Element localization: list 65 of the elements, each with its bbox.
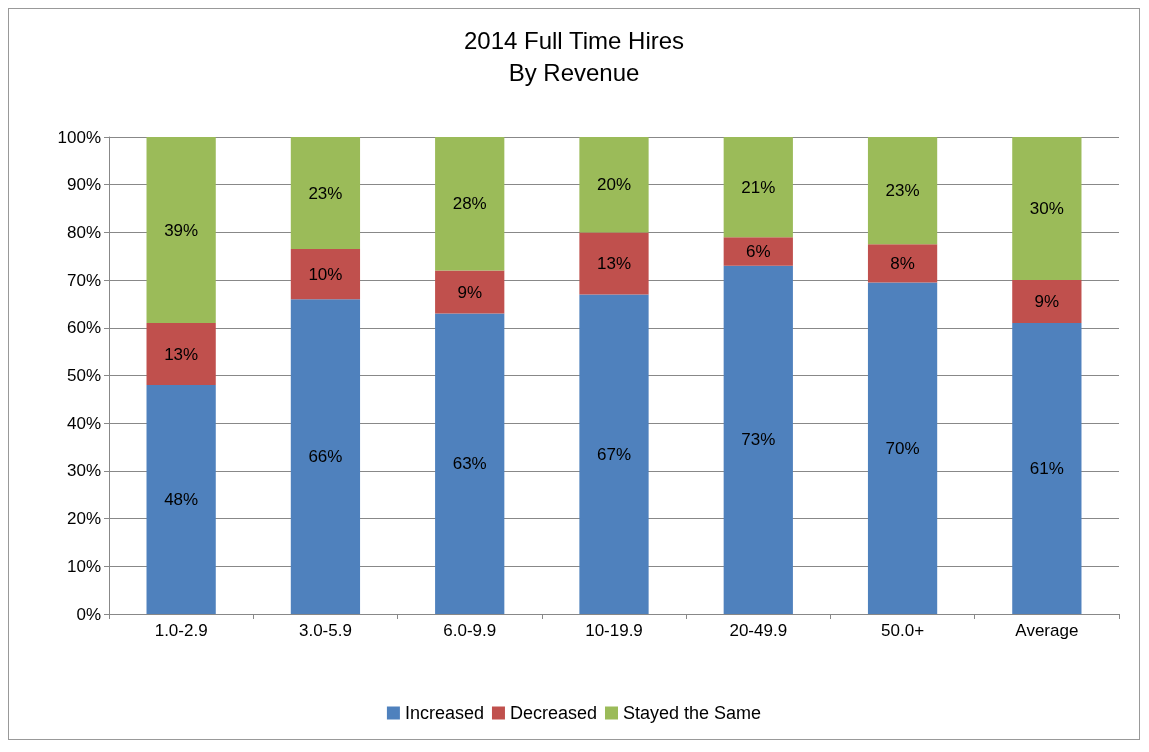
x-tick-label: 10-19.9: [585, 621, 643, 640]
bar: [579, 294, 649, 614]
bar: [867, 244, 938, 283]
y-tick-label: 40%: [66, 413, 101, 433]
x-tick-label: Average: [1015, 621, 1079, 640]
data-label: 73%: [741, 430, 776, 450]
y-tick-label: 100%: [57, 127, 101, 147]
data-label: 66%: [308, 447, 343, 467]
x-tick-label: 6.0-9.9: [443, 621, 497, 640]
chart-subtitle: By Revenue: [508, 58, 640, 86]
data-label: 48%: [164, 490, 199, 510]
y-tick-label: 60%: [66, 318, 101, 338]
bar: [1012, 280, 1082, 324]
y-tick-label: 10%: [66, 556, 101, 576]
data-label: 6%: [746, 241, 771, 261]
bar: [1012, 137, 1082, 281]
bar: [146, 137, 216, 324]
y-tick-label: 80%: [66, 222, 101, 242]
data-label: 13%: [596, 253, 632, 273]
data-label: 39%: [164, 220, 199, 240]
x-tick-label: 20-49.9: [729, 621, 788, 640]
y-tick-label: 90%: [66, 175, 101, 195]
x-tick-label: 3.0-5.9: [298, 621, 352, 640]
data-label: 70%: [885, 438, 920, 458]
data-label: 21%: [741, 177, 776, 197]
data-label: 9%: [1034, 292, 1060, 312]
bar: [579, 137, 649, 233]
y-tick-label: 50%: [66, 366, 101, 385]
y-tick-label: 30%: [66, 461, 101, 481]
data-label: 23%: [885, 181, 920, 201]
data-label: 8%: [890, 253, 915, 273]
data-label: 13%: [164, 344, 199, 364]
data-label: 61%: [1029, 459, 1064, 479]
legend-label: Increased: [404, 703, 484, 723]
bar: [146, 385, 216, 614]
bar: [435, 137, 505, 271]
legend-label: Decreased: [509, 703, 598, 723]
data-label: 28%: [452, 194, 487, 214]
bar: [723, 137, 793, 238]
chart-title: 2014 Full Time Hires: [463, 26, 685, 54]
bar: [290, 249, 361, 300]
data-label: 30%: [1029, 199, 1064, 219]
x-tick-label: 1.0-2.9: [154, 621, 208, 640]
data-label: 20%: [596, 175, 632, 195]
data-label: 63%: [452, 454, 487, 474]
bar: [723, 237, 793, 266]
data-label: 9%: [457, 282, 482, 302]
y-tick-label: 20%: [66, 509, 101, 529]
bar: [435, 313, 505, 614]
data-label: 10%: [308, 264, 343, 284]
bar: [723, 265, 793, 614]
data-label: 23%: [308, 183, 343, 203]
bar: [1012, 323, 1082, 614]
bar: [435, 270, 505, 314]
bar: [146, 323, 216, 386]
legend-label: Stayed the Same: [623, 703, 762, 723]
bar: [867, 137, 938, 245]
bar: [290, 137, 361, 250]
bar: [867, 282, 938, 614]
data-label: 67%: [596, 444, 632, 464]
y-tick-label: 0%: [76, 604, 101, 624]
x-tick-label: 50.0+: [881, 621, 925, 640]
bar: [290, 299, 361, 614]
bar: [579, 232, 649, 295]
y-tick-label: 70%: [66, 270, 101, 290]
